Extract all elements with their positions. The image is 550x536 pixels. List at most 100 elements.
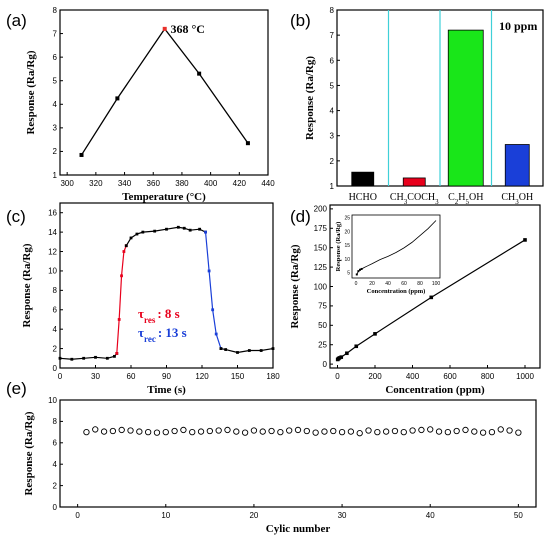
b-y-tick-label: 3: [330, 132, 335, 141]
c-y-tick-label: 0: [53, 364, 58, 373]
c-plot-frame: [59, 202, 274, 369]
a-y-tick-label: 4: [53, 100, 58, 109]
c-data-point: [124, 244, 128, 248]
d-x-tick-label: 400: [406, 372, 420, 381]
c-data-point: [214, 332, 218, 336]
a-data-point: [79, 152, 84, 157]
d-inset-x-tick-label: 20: [369, 281, 375, 287]
e-data-point: [479, 429, 487, 436]
a-series-line: [80, 27, 249, 156]
e-y-tick-label: 8: [53, 417, 58, 426]
c-data-point: [247, 349, 251, 352]
b-y-tick-label: 1: [330, 182, 335, 191]
a-y-tick-label: 3: [53, 124, 58, 133]
a-data-point: [115, 96, 120, 101]
e-data-point: [189, 428, 196, 436]
a-data-point: [197, 71, 202, 76]
e-data-point: [391, 427, 399, 435]
e-data-point: [365, 427, 372, 434]
c-y-tick-label: 12: [48, 247, 57, 256]
a-y-tick-label: 6: [53, 53, 58, 62]
e-x-tick-label: 20: [249, 511, 258, 520]
e-x-tick-label: 10: [161, 511, 170, 520]
b-category-label: C2H5OH: [448, 192, 483, 206]
e-x-tick-label: 40: [426, 511, 435, 520]
b-y-tick-label: 4: [330, 107, 335, 116]
b-bar: [447, 29, 484, 187]
d-data-point: [373, 332, 377, 336]
e-data-point: [153, 429, 161, 436]
c-data-point: [115, 352, 119, 355]
e-data-point: [250, 427, 258, 434]
d-panel-label: (d): [290, 207, 311, 226]
b-category-label: HCHO: [349, 192, 377, 203]
a-data-point: [245, 141, 250, 146]
a-x-tick-label: 360: [147, 179, 161, 188]
b-y-axis-label: Response (Ra/Rg): [304, 56, 316, 140]
c-data-point: [113, 354, 116, 358]
c-y-tick-label: 2: [53, 344, 58, 353]
e-data-point: [515, 429, 522, 436]
c-x-tick-label: 0: [58, 372, 63, 381]
b-y-tick-label: 5: [330, 81, 335, 90]
b-bar: [402, 177, 426, 187]
b-category-label: CH3COCH3: [390, 192, 439, 206]
e-data-point: [400, 428, 407, 436]
c-panel-label: (c): [6, 207, 26, 226]
e-data-point: [215, 427, 222, 434]
c-y-tick-label: 14: [48, 228, 57, 237]
d-y-axis-label: Response (Ra/Rg): [289, 244, 301, 328]
c-data-point: [271, 347, 275, 350]
d-inset-y-tick-label: 20: [344, 229, 350, 235]
c-data-point: [188, 228, 192, 232]
e-data-point: [303, 427, 310, 435]
c-series-line: [204, 232, 222, 349]
d-data-point: [337, 356, 342, 360]
d-y-tick-label: 200: [314, 205, 328, 214]
d-inset-x-tick-label: 80: [417, 281, 423, 287]
a-x-tick-label: 380: [175, 179, 189, 188]
e-data-point: [277, 428, 284, 436]
e-data-point: [144, 428, 152, 436]
d-x-tick-label: 1000: [516, 372, 534, 381]
e-data-point: [409, 427, 416, 434]
c-x-tick-label: 180: [266, 372, 280, 381]
e-data-point: [92, 426, 99, 433]
e-data-point: [321, 428, 328, 435]
d-y-tick-label: 0: [323, 360, 328, 369]
d-data-point: [429, 295, 434, 300]
d-y-tick-label: 25: [318, 341, 327, 350]
c-x-axis-label: Time (s): [147, 384, 186, 396]
e-data-point: [462, 426, 469, 434]
e-data-point: [171, 427, 178, 435]
e-data-point: [224, 426, 231, 434]
c-tau-res-label: τres: 8 s: [138, 306, 180, 325]
d-y-tick-label: 50: [318, 321, 327, 330]
c-data-point: [207, 269, 211, 273]
c-data-point: [219, 347, 223, 350]
d-x-tick-label: 600: [443, 372, 457, 381]
e-y-axis-label: Response (Ra/Rg): [23, 411, 35, 495]
d-inset-y-tick-label: 5: [347, 271, 350, 277]
c-data-point: [141, 230, 145, 234]
c-series-line: [116, 245, 127, 354]
e-data-point: [471, 428, 478, 435]
c-data-point: [94, 355, 97, 359]
a-plot-frame: [59, 9, 269, 176]
e-data-point: [312, 429, 319, 436]
d-inset-frame: [351, 214, 441, 279]
e-plot-frame: [59, 399, 537, 508]
e-data-point: [347, 428, 355, 435]
c-x-tick-label: 90: [162, 372, 171, 381]
d-x-tick-label: 0: [335, 372, 340, 381]
e-panel-label: (e): [6, 379, 27, 398]
d-inset-x-tick-label: 0: [355, 281, 358, 287]
b-y-tick-label: 7: [330, 31, 335, 40]
a-annotation: 368 °C: [170, 22, 204, 36]
c-data-point: [122, 250, 126, 253]
e-data-point: [259, 428, 266, 435]
b-category-label: CH3OH: [501, 192, 533, 206]
a-panel-label: (a): [6, 11, 27, 30]
e-data-point: [435, 428, 443, 435]
